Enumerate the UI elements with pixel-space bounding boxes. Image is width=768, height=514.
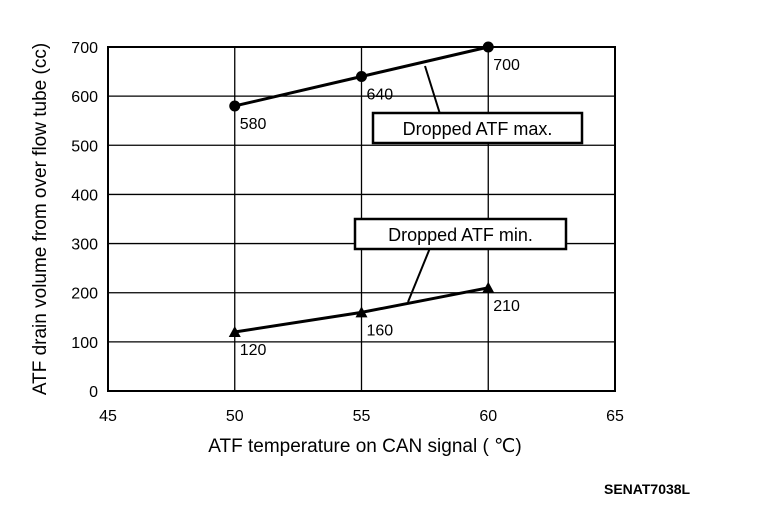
series-layer: 580 640 700 120 160 210 (228, 41, 520, 359)
data-label: 160 (367, 322, 394, 339)
leader-line (424, 65, 441, 115)
data-point (228, 326, 241, 338)
data-point (355, 306, 368, 318)
x-tick-label: 50 (226, 408, 244, 425)
x-tick-label: 55 (353, 408, 371, 425)
x-axis-label: ATF temperature on CAN signal ( ℃) (208, 436, 521, 457)
data-label: 640 (367, 86, 394, 103)
callout-max: Dropped ATF max. (371, 65, 584, 145)
x-tick-labels: 45 50 55 60 65 (99, 408, 624, 425)
legend-box (371, 111, 584, 145)
y-tick-label: 500 (71, 138, 98, 155)
data-point (482, 41, 494, 53)
data-label: 210 (493, 298, 520, 315)
x-tick-label: 60 (479, 408, 497, 425)
y-tick-label: 200 (71, 286, 98, 303)
y-tick-label: 300 (71, 237, 98, 254)
y-tick-label: 0 (89, 384, 98, 401)
x-tick-label: 45 (99, 408, 117, 425)
callouts: Dropped ATF max. Dropped ATF min. (353, 65, 584, 303)
y-tick-label: 600 (71, 89, 98, 106)
data-point (482, 281, 495, 293)
data-point (356, 70, 367, 82)
legend-label: Dropped ATF max. (403, 119, 553, 139)
y-tick-labels: 0 100 200 300 400 500 600 700 (71, 40, 98, 401)
data-point (229, 100, 241, 112)
plot-frame (107, 46, 616, 392)
y-axis-label: ATF drain volume from over flow tube (cc… (30, 43, 51, 395)
legend-label: Dropped ATF min. (388, 225, 533, 245)
data-label: 700 (493, 57, 520, 74)
x-tick-label: 65 (606, 408, 624, 425)
y-tick-label: 400 (71, 187, 98, 204)
data-label: 120 (240, 342, 267, 359)
callout-min: Dropped ATF min. (353, 217, 568, 303)
y-tick-label: 100 (71, 335, 98, 352)
figure-code: SENAT7038L (604, 481, 691, 497)
y-tick-label: 700 (71, 40, 98, 57)
data-label: 580 (240, 116, 267, 133)
legend-box (353, 217, 568, 251)
leader-line (407, 247, 431, 303)
